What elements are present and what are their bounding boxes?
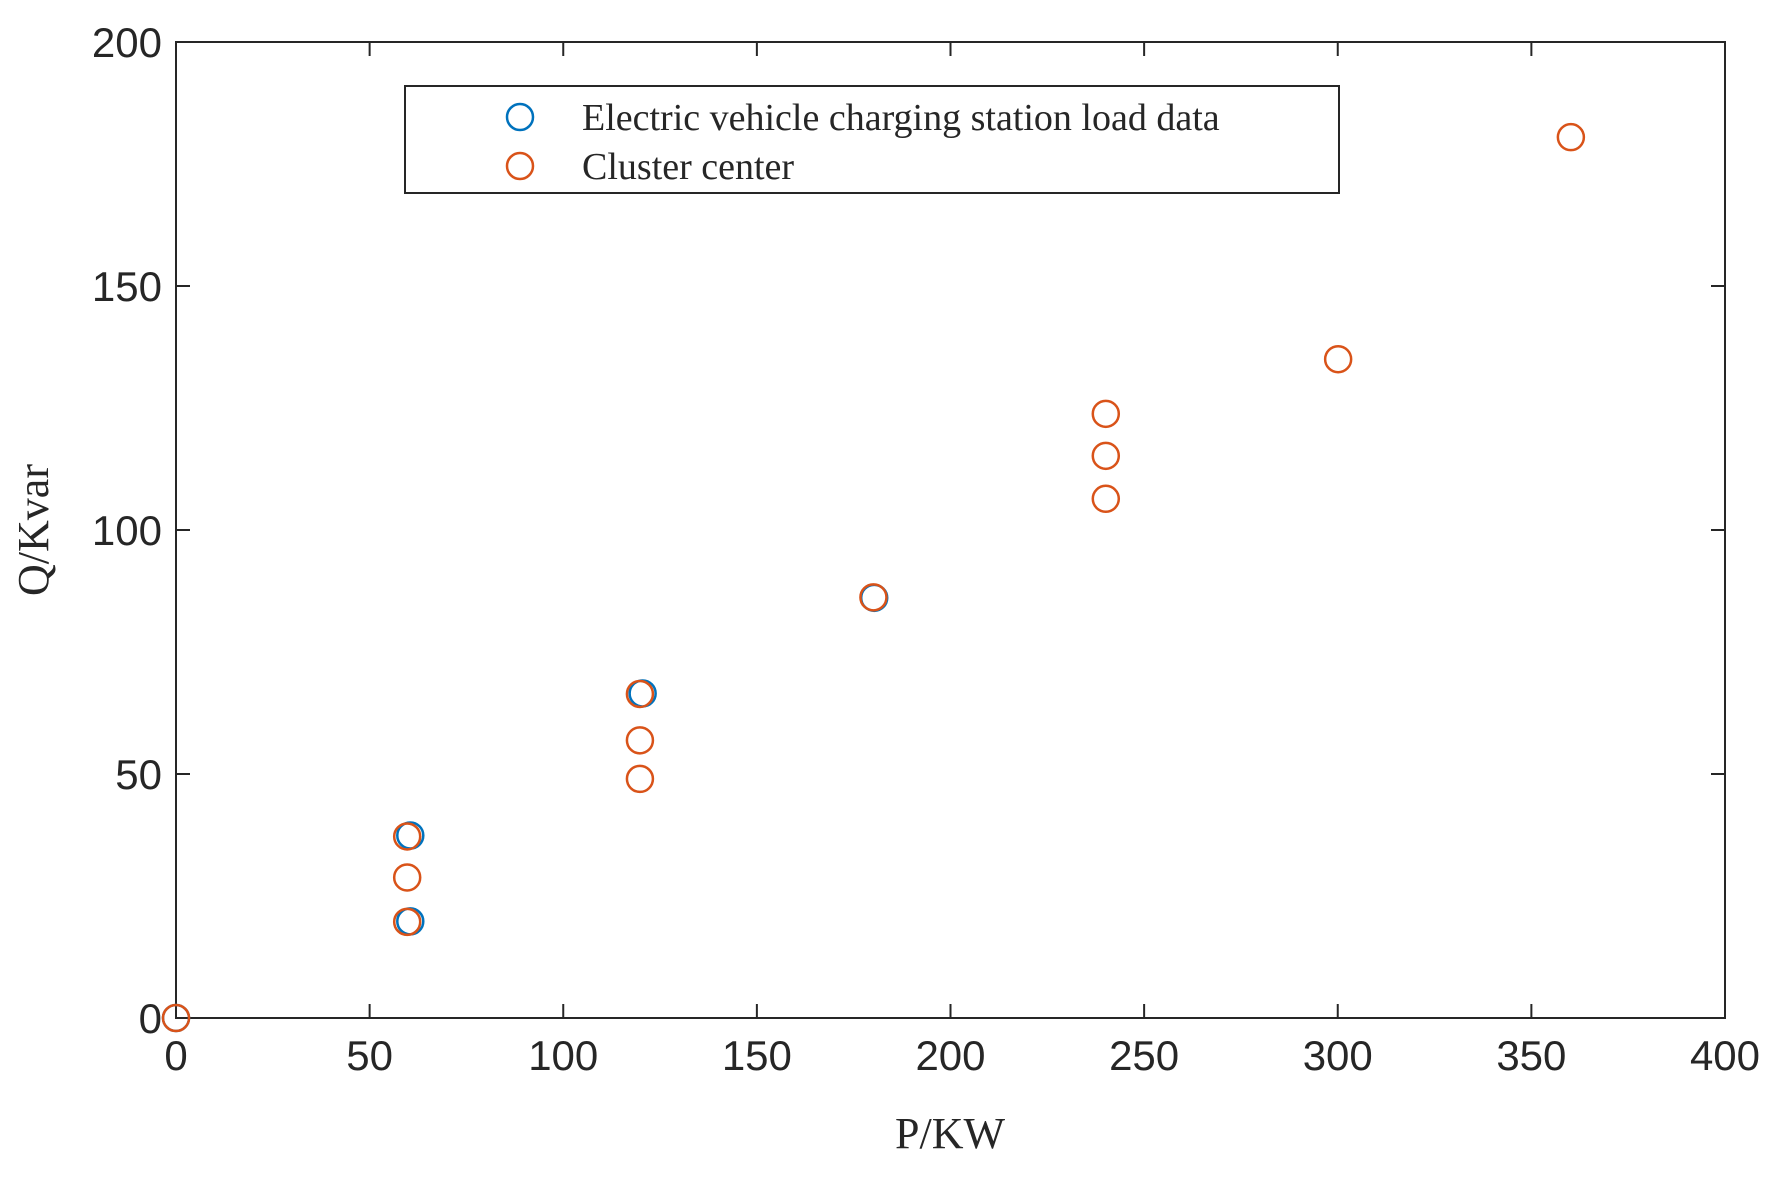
- point: [392, 822, 422, 851]
- point: [1091, 484, 1121, 514]
- legend-label: Cluster center: [582, 146, 794, 188]
- y-tick-label: 150: [92, 263, 162, 310]
- legend-box: [404, 85, 1340, 194]
- point: [859, 583, 888, 612]
- legend-marker: [505, 151, 535, 181]
- legend-marker: [505, 102, 535, 132]
- x-tick-label: 100: [528, 1032, 598, 1079]
- x-tick-label: 350: [1496, 1032, 1566, 1079]
- legend-label: Electric vehicle charging station load d…: [582, 97, 1220, 139]
- x-tick-label: 300: [1303, 1032, 1373, 1079]
- point: [1091, 399, 1121, 429]
- x-tick-label: 150: [722, 1032, 792, 1079]
- x-tick-label: 400: [1690, 1032, 1760, 1079]
- x-tick-label: 50: [346, 1032, 393, 1079]
- point: [625, 726, 655, 755]
- point: [392, 863, 422, 892]
- plot-area: [175, 41, 1726, 1019]
- point: [625, 764, 655, 794]
- x-axis-label: P/KW: [895, 1109, 1005, 1158]
- point: [625, 679, 655, 709]
- point: [1323, 344, 1353, 374]
- point: [1556, 122, 1586, 152]
- y-tick-label: 100: [92, 507, 162, 554]
- point: [1091, 441, 1121, 471]
- point: [392, 907, 422, 937]
- x-tick-label: 0: [164, 1032, 187, 1079]
- y-axis-label: Q/Kvar: [9, 464, 58, 596]
- y-tick-label: 0: [139, 995, 162, 1042]
- x-tick-label: 200: [915, 1032, 985, 1079]
- y-tick-label: 50: [115, 751, 162, 798]
- point: [161, 1003, 191, 1033]
- x-tick-label: 250: [1109, 1032, 1179, 1079]
- y-tick-label: 200: [92, 19, 162, 66]
